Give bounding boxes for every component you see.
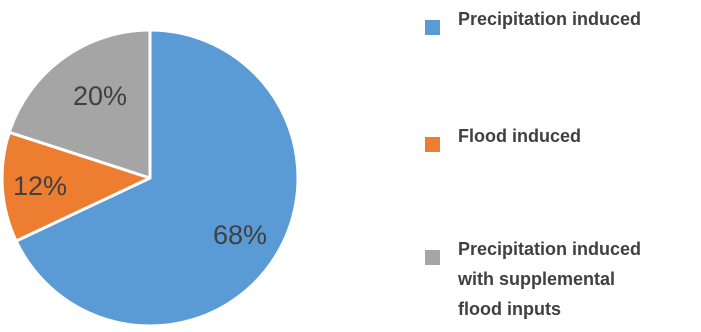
legend: Precipitation induced Flood induced Precip… xyxy=(425,9,641,319)
pie-data-label-1: 68% xyxy=(213,220,267,250)
pie-slices xyxy=(0,28,300,328)
pie-data-label-2: 12% xyxy=(13,171,67,201)
legend-swatch xyxy=(425,20,440,35)
legend-label: Flood induced xyxy=(458,126,581,146)
pie-data-label-3: 20% xyxy=(73,81,127,111)
legend-label-line: flood inputs xyxy=(458,299,561,319)
legend-item-3: Precipitation induced with supplemental fl… xyxy=(425,239,641,319)
pie-slice-3 xyxy=(7,28,152,180)
legend-label: Precipitation induced with supplemental fl… xyxy=(457,239,641,319)
legend-swatch xyxy=(425,250,440,265)
pie-data-labels: 68% 12% 20% xyxy=(13,81,267,250)
legend-item-1: Precipitation induced xyxy=(425,9,641,35)
legend-label-line: with supplemental xyxy=(457,269,615,289)
legend-label-line: Precipitation induced xyxy=(458,9,641,29)
legend-label-line: Flood induced xyxy=(458,126,581,146)
pie-slice-2 xyxy=(0,130,152,243)
legend-item-2: Flood induced xyxy=(425,126,581,152)
legend-swatch xyxy=(425,137,440,152)
pie-slice-1 xyxy=(14,28,300,328)
legend-label-line: Precipitation induced xyxy=(458,239,641,259)
legend-label: Precipitation induced xyxy=(458,9,641,29)
